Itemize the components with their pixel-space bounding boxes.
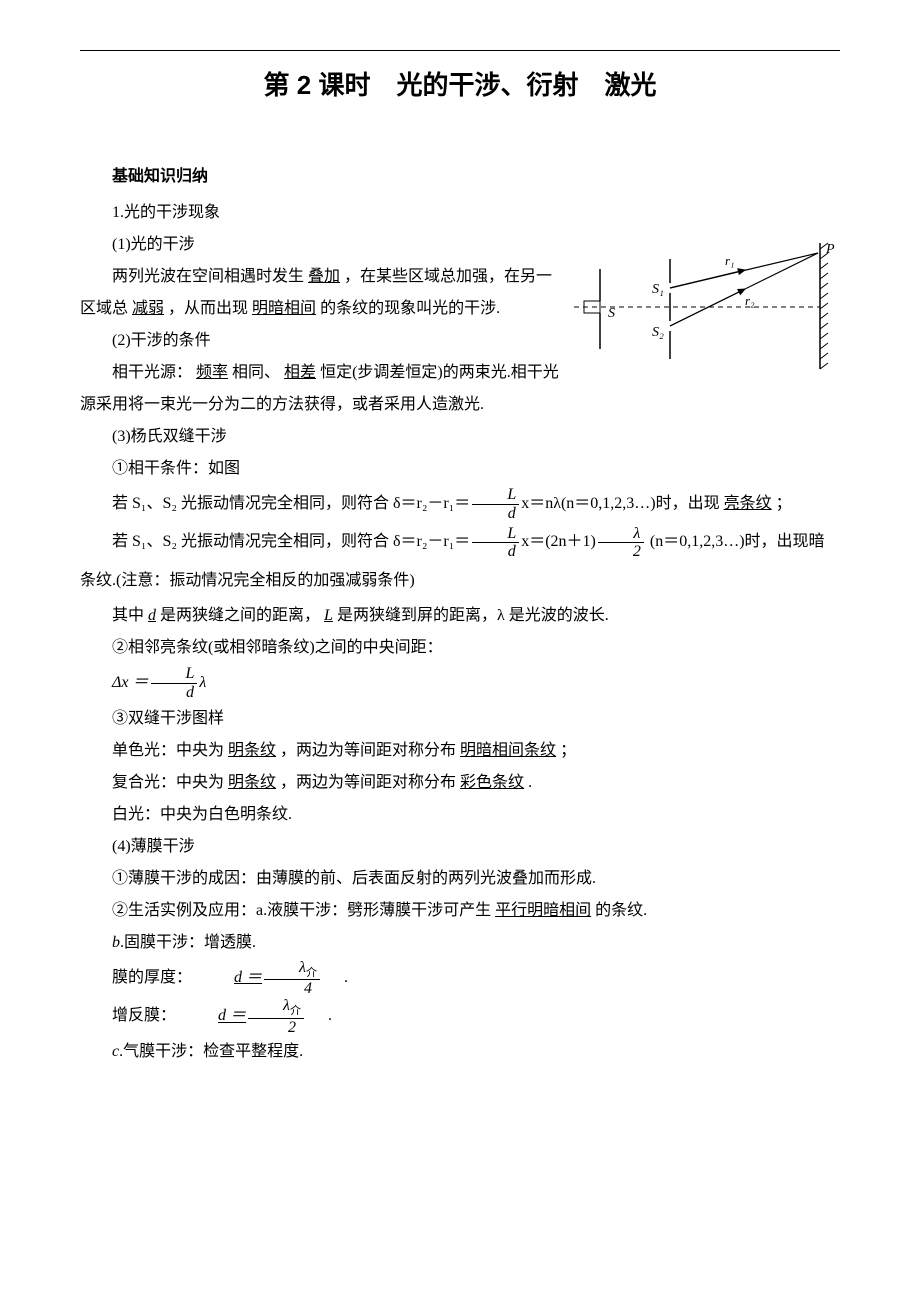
fig-label-r1: r₁ — [725, 253, 735, 268]
s1-3-p5-b: ，两边为等间距对称分布 — [280, 774, 456, 791]
s1-3-p4-a: 单色光：中央为 — [112, 742, 224, 759]
thickness-formula: d ＝λ介4 — [196, 959, 328, 998]
s1-3-p6: 白光：中央为白色明条纹. — [80, 799, 840, 831]
s1-3-p3-a: 其中 — [112, 607, 144, 624]
s1-3-p4: 单色光：中央为明条纹，两边为等间距对称分布明暗相间条纹； — [80, 735, 840, 767]
s1-4-i2-a: ②生活实例及应用：a.液膜干涉：劈形薄膜干涉可产生 — [112, 902, 491, 919]
s1-1-p1-b1: 叠加 — [304, 268, 344, 285]
s1-4-antireflect: 增反膜： d ＝λ介2 . — [80, 997, 840, 1036]
fig-label-S2: S₂ — [652, 325, 664, 340]
s1-1-p1-b3: 明暗相间 — [248, 300, 320, 317]
s1-4-b: bb.固膜干涉：增透膜..固膜干涉：增透膜. — [80, 927, 840, 959]
s1-3-p4-b: ，两边为等间距对称分布 — [280, 742, 456, 759]
frac-den3: 2 — [598, 543, 644, 561]
s1-4-thickness: 膜的厚度： d ＝λ介4 . — [80, 959, 840, 998]
s1-3-p5-b1: 明条纹 — [224, 774, 280, 791]
s1-1-p1-d: 的条纹的现象叫光的干涉. — [320, 300, 500, 317]
frac-lj-2: λ介2 — [248, 997, 304, 1036]
s1-3-p3-b1: d — [144, 607, 160, 624]
s1-2-p1-b1: 频率 — [192, 364, 232, 381]
s1-3-p2-a: 若 S₁、S₂ 光振动情况完全相同，则符合 δ＝r₂－r₁＝ — [112, 533, 470, 550]
s1-3-p3-c: 是两狭缝到屏的距离，λ 是光波的波长. — [337, 607, 609, 624]
fig-label-r2: r₂ — [745, 293, 755, 308]
s1-1-label: (1)光的干涉 — [80, 229, 560, 261]
frac-lambda-2: λ2 — [598, 525, 644, 561]
s1-3-p1-c: ； — [776, 495, 792, 512]
page-top-rule — [80, 50, 840, 51]
s1-3-i1: ①相干条件：如图 — [80, 453, 840, 485]
s1-3-p2: 若 S₁、S₂ 光振动情况完全相同，则符合 δ＝r₂－r₁＝Ldx＝(2n＋1)… — [80, 523, 840, 600]
section-1-text: (1)光的干涉 两列光波在空间相遇时发生叠加，在某些区域总加强，在另一区域总减弱… — [80, 229, 560, 421]
frac-4-den: 4 — [264, 980, 320, 998]
s1-4-i1: ①薄膜干涉的成因：由薄膜的前、后表面反射的两列光波叠加而形成. — [80, 863, 840, 895]
s1-2-p1: 相干光源：频率相同、相差恒定(步调差恒定)的两束光.相干光源采用将一束光一分为二… — [80, 357, 560, 421]
heading-1: 1.光的干涉现象 — [80, 197, 840, 229]
frac-2-den: 2 — [248, 1019, 304, 1037]
s1-3-p5-c: . — [528, 774, 532, 791]
antireflect-formula: d ＝λ介2 — [180, 997, 312, 1036]
s1-3-p4-b2: 明暗相间条纹 — [456, 742, 560, 759]
double-slit-svg: S S₁ S₂ — [570, 239, 840, 379]
frac-lj-num: λ介 — [264, 959, 320, 980]
s1-2-label: (2)干涉的条件 — [80, 325, 560, 357]
s1-4-thick-a: 膜的厚度： — [112, 969, 192, 986]
s1-3-p4-c: ； — [560, 742, 576, 759]
s1-3-p2-b: x＝(2n＋1) — [521, 533, 596, 550]
s1-3-p3-b2: L — [320, 607, 337, 624]
s1-3-p1-b: x＝nλ(n＝0,1,2,3…)时，出现 — [521, 495, 719, 512]
fig-label-S1: S₁ — [652, 282, 664, 297]
s1-3-dx-formula: Δx ＝Ldλ — [80, 664, 840, 702]
frac-lj-num2: λ介 — [248, 997, 304, 1018]
frac-num: L — [472, 486, 519, 505]
frac-L-d-1: Ld — [472, 486, 519, 522]
s1-3-p1: 若 S₁、S₂ 光振动情况完全相同，则符合 δ＝r₂－r₁＝Ldx＝nλ(n＝0… — [80, 485, 840, 523]
s1-2-p1-b: 相同、 — [232, 364, 280, 381]
frac-num3: λ — [598, 525, 644, 544]
section-1-with-figure: (1)光的干涉 两列光波在空间相遇时发生叠加，在某些区域总加强，在另一区域总减弱… — [80, 229, 840, 421]
heading-basics: 基础知识归纳 — [80, 161, 840, 193]
frac-L-d-2: Ld — [472, 525, 519, 561]
s1-4-i2-b: 的条纹. — [595, 902, 647, 919]
s1-1-p1: 两列光波在空间相遇时发生叠加，在某些区域总加强，在另一区域总减弱，从而出现明暗相… — [80, 261, 560, 325]
frac-num4: L — [151, 665, 198, 684]
s1-2-p1-a: 相干光源： — [112, 364, 192, 381]
s1-1-p1-c: ，从而出现 — [168, 300, 248, 317]
frac-den2: d — [472, 543, 519, 561]
s1-4-label: (4)薄膜干涉 — [80, 831, 840, 863]
fig-label-S: S — [608, 306, 615, 321]
s1-3-p3-b: 是两狭缝之间的距离， — [160, 607, 320, 624]
frac-num2: L — [472, 525, 519, 544]
frac-lj-4: λ介4 — [264, 959, 320, 998]
s1-4-c: c.气膜干涉：检查平整程度. — [80, 1036, 840, 1068]
s1-4-i2-blank: 平行明暗相间 — [491, 902, 595, 919]
s1-3-i3: ③双缝干涉图样 — [80, 703, 840, 735]
s1-3-p5-b2: 彩色条纹 — [456, 774, 528, 791]
s1-4-i2: ②生活实例及应用：a.液膜干涉：劈形薄膜干涉可产生平行明暗相间的条纹. — [80, 895, 840, 927]
s1-3-p5-a: 复合光：中央为 — [112, 774, 224, 791]
s1-3-p3: 其中d是两狭缝之间的距离，L是两狭缝到屏的距离，λ 是光波的波长. — [80, 600, 840, 632]
s1-3-p1-blank: 亮条纹 — [720, 495, 776, 512]
s1-3-p5: 复合光：中央为明条纹，两边为等间距对称分布彩色条纹. — [80, 767, 840, 799]
s1-4-anti-a: 增反膜： — [112, 1008, 176, 1025]
s1-3-p4-b1: 明条纹 — [224, 742, 280, 759]
s1-3-i2: ②相邻亮条纹(或相邻暗条纹)之间的中央间距： — [80, 632, 840, 664]
dx-b: λ — [199, 674, 206, 691]
d-eq-2: d ＝ — [218, 1008, 246, 1025]
double-slit-figure: S S₁ S₂ — [570, 239, 840, 391]
s1-1-p1-b2: 减弱 — [128, 300, 168, 317]
page-title: 第 2 课时 光的干涉、衍射 激光 — [80, 59, 840, 111]
frac-L-d-3: Ld — [151, 665, 198, 701]
dx-a: Δx ＝ — [112, 674, 149, 691]
s1-3-label: (3)杨氏双缝干涉 — [80, 421, 840, 453]
s1-1-p1-a: 两列光波在空间相遇时发生 — [112, 268, 304, 285]
d-eq-1: d ＝ — [234, 969, 262, 986]
s1-3-p1-a: 若 S₁、S₂ 光振动情况完全相同，则符合 δ＝r₂－r₁＝ — [112, 495, 470, 512]
s1-2-p1-b2: 相差 — [280, 364, 320, 381]
fig-label-P: P — [825, 242, 835, 257]
frac-den: d — [472, 505, 519, 523]
frac-den4: d — [151, 684, 198, 702]
